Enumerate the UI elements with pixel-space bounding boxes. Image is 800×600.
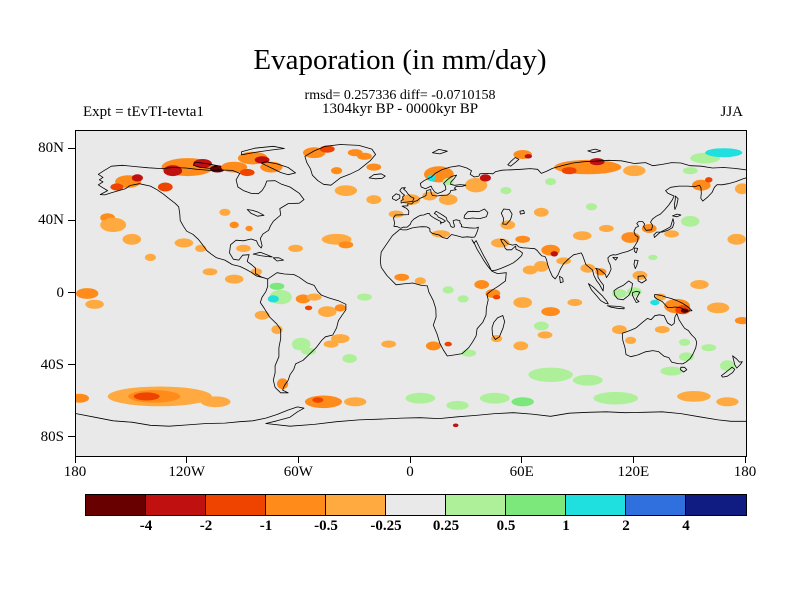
lat-tick-mark [68, 436, 75, 438]
lat-tick-label: 0 [56, 284, 65, 301]
colorbar-cell [506, 495, 566, 515]
lat-tick-mark [68, 364, 75, 366]
lon-tick-label: 180 [733, 464, 757, 480]
lon-tick-label: 120W [168, 464, 205, 480]
colorbar-boundary-label: 0.25 [432, 518, 460, 534]
colorbar-cell [266, 495, 326, 515]
coastlines [76, 144, 746, 427]
colorbar-cell [686, 495, 746, 515]
season-label: JJA [720, 104, 743, 120]
lon-tick-mark [186, 457, 188, 463]
colorbar-boundary-label: -4 [139, 518, 153, 534]
lon-tick-label: 120E [617, 464, 650, 480]
colorbar-cell [86, 495, 146, 515]
figure-title: Evaporation (in mm/day) [253, 44, 547, 76]
lon-tick-mark [74, 457, 76, 463]
lat-tick-mark [68, 147, 75, 149]
colorbar [85, 494, 747, 516]
colorbar-boundary-label: 4 [682, 518, 690, 534]
colorbar-labels: -4 -2 -1 -0.5 -0.25 0.25 0.5 1 2 4 [86, 518, 746, 538]
colorbar-cell [206, 495, 266, 515]
lat-tick-label: 80S [40, 428, 64, 445]
map-plot [75, 130, 747, 457]
world-map [76, 144, 746, 428]
colorbar-cell [626, 495, 686, 515]
colorbar-cell [386, 495, 446, 515]
colorbar-boundary-label: -2 [199, 518, 213, 534]
lon-tick-mark [521, 457, 523, 463]
colorbar-boundary-label: -0.25 [370, 518, 402, 534]
colorbar-boundary-label: 2 [622, 518, 630, 534]
lon-tick-mark [632, 457, 634, 463]
stats-line: rmsd= 0.257336 diff= -0.0710158 [304, 88, 496, 103]
lon-tick-mark [297, 457, 299, 463]
colorbar-cell [566, 495, 626, 515]
colorbar-boundary-label: 0.5 [496, 518, 516, 534]
lon-tick-mark [409, 457, 411, 463]
lat-tick-mark [68, 292, 75, 293]
lat-tick-mark [68, 219, 75, 221]
lat-tick-label: 80N [38, 140, 64, 157]
lon-tick-label: 180 [63, 464, 87, 480]
lon-tick-mark [744, 457, 746, 463]
lat-tick-label: 40S [40, 356, 64, 373]
lon-tick-label: 0 [406, 464, 414, 480]
colorbar-cell [326, 495, 386, 515]
lon-tick-label: 60W [283, 464, 313, 480]
experiment-label: Expt = tEvTI-tevta1 [83, 104, 204, 120]
colorbar-boundary-label: -0.5 [314, 518, 338, 534]
colorbar-cell [446, 495, 506, 515]
period-line: 1304kyr BP - 0000kyr BP [321, 101, 479, 117]
anomaly-shading [76, 145, 746, 428]
colorbar-boundary-label: -1 [259, 518, 273, 534]
colorbar-cell [146, 495, 206, 515]
colorbar-boundary-label: 1 [562, 518, 570, 534]
lon-tick-label: 60E [509, 464, 534, 480]
lat-tick-label: 40N [38, 212, 64, 229]
